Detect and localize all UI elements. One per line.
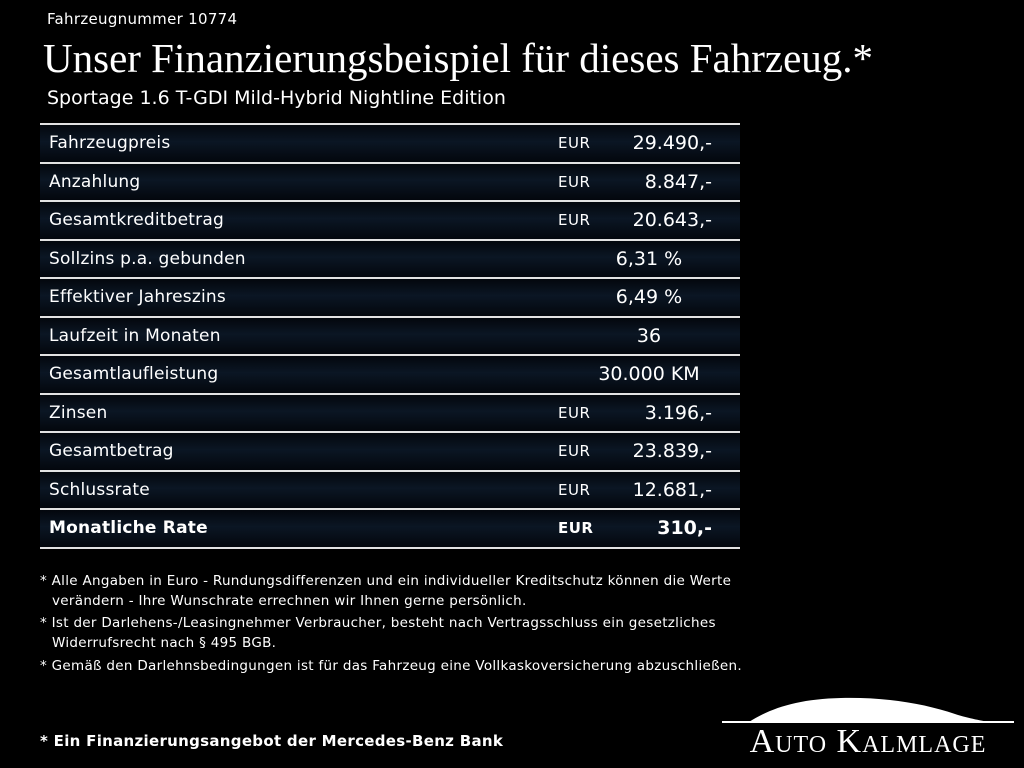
row-currency: EUR [558,519,594,538]
row-value: 12.681,- [632,478,712,501]
dealer-logo-text: Auto Kalmlage [749,722,987,760]
page-title: Unser Finanzierungsbeispiel für dieses F… [43,35,874,81]
table-row: Gesamtkreditbetrag EUR 20.643,- [40,200,740,239]
vehicle-number: Fahrzeugnummer 10774 [47,10,238,28]
row-value: 30.000 KM [598,363,700,386]
row-currency: EUR [558,480,591,499]
row-label: Anzahlung [49,171,141,192]
table-row: Gesamtbetrag EUR 23.839,- [40,431,740,470]
row-currency: EUR [558,172,591,191]
footnote: * Ist der Darlehens-/Leasingnehmer Verbr… [40,615,716,652]
table-row: Sollzins p.a. gebunden 6,31 % [40,238,740,278]
table-row-monthly-rate: Monatliche Rate EUR 310,- [40,508,740,549]
financing-example-page: Fahrzeugnummer 10774 Unser Finanzierungs… [40,10,874,676]
row-currency: EUR [558,134,591,153]
table-row: Laufzeit in Monaten 36 [40,315,740,355]
row-value: 36 [636,324,662,347]
financing-table: Fahrzeugpreis EUR 29.490,- Anzahlung EUR… [40,123,740,549]
footnote: * Gemäß den Darlehnsbedingungen ist für … [40,657,742,674]
row-value: 23.839,- [632,440,712,463]
row-label: Gesamtkreditbetrag [49,210,224,231]
row-label: Zinsen [49,402,108,423]
row-value: 20.643,- [632,209,712,232]
table-row: Gesamtlaufleistung 30.000 KM [40,354,740,393]
row-label: Sollzins p.a. gebunden [49,248,246,269]
dealer-logo: Auto Kalmlage [722,695,1014,760]
row-label: Gesamtbetrag [49,441,174,462]
table-row: Fahrzeugpreis EUR 29.490,- [40,123,740,162]
table-row: Effektiver Jahreszins 6,49 % [40,277,740,316]
car-silhouette-icon [749,697,990,722]
row-label: Laufzeit in Monaten [49,325,221,346]
table-row: Zinsen EUR 3.196,- [40,392,740,432]
row-value: 6,49 % [615,286,683,309]
row-currency: EUR [558,211,591,230]
table-row: Anzahlung EUR 8.847,- [40,161,740,201]
row-label: Effektiver Jahreszins [49,287,226,308]
row-label: Gesamtlaufleistung [49,364,219,385]
row-value: 3.196,- [644,401,712,424]
row-label: Monatliche Rate [49,518,208,539]
vehicle-model-subtitle: Sportage 1.6 T-GDI Mild-Hybrid Nightline… [47,87,506,110]
row-value: 310,- [657,517,712,540]
row-value: 29.490,- [632,132,712,155]
financing-offer-note: * Ein Finanzierungsangebot der Mercedes-… [40,732,504,750]
footnote: * Alle Angaben in Euro - Rundungsdiffere… [40,572,732,609]
row-currency: EUR [558,403,591,422]
row-label: Schlussrate [49,479,150,500]
footnotes: * Alle Angaben in Euro - Rundungsdiffere… [40,571,770,676]
row-value: 6,31 % [615,247,683,270]
row-value: 8.847,- [644,170,712,193]
table-row: Schlussrate EUR 12.681,- [40,469,740,509]
row-label: Fahrzeugpreis [49,133,171,154]
row-currency: EUR [558,442,591,461]
